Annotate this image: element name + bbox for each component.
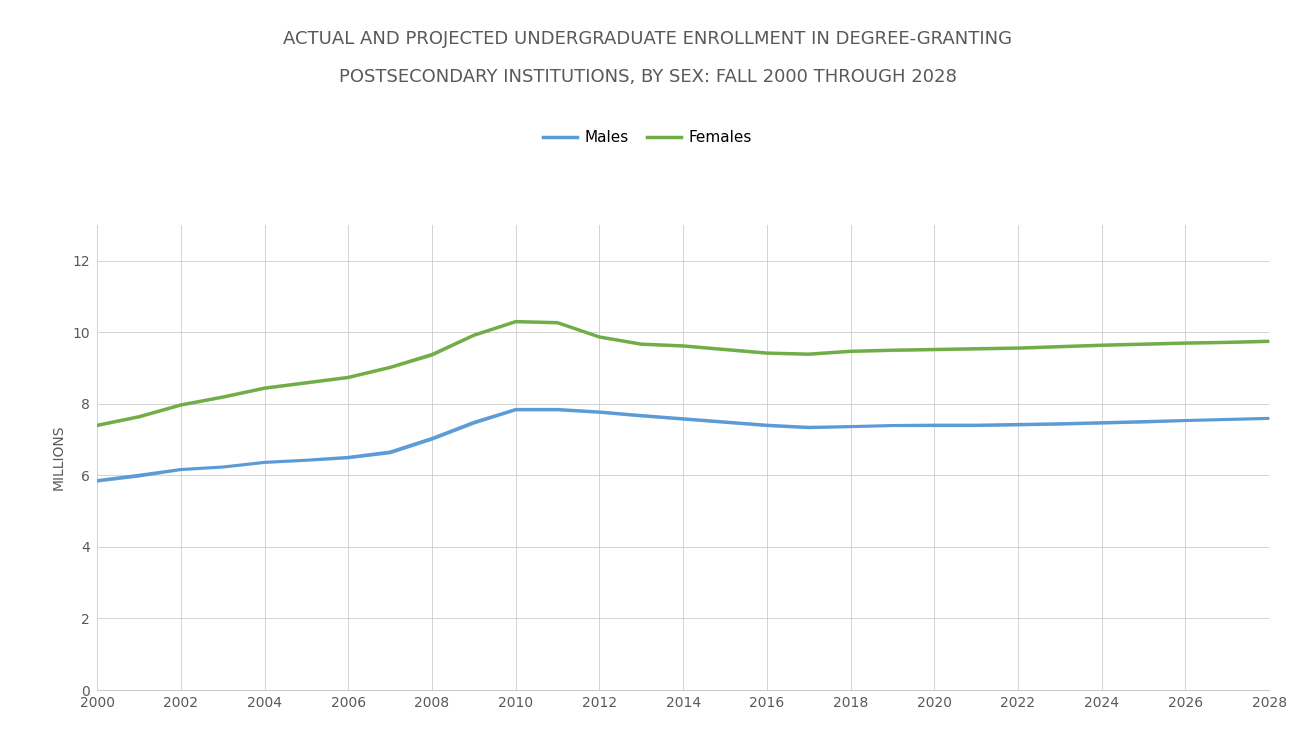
Legend: Males, Females: Males, Females [537, 124, 758, 151]
Text: POSTSECONDARY INSTITUTIONS, BY SEX: FALL 2000 THROUGH 2028: POSTSECONDARY INSTITUTIONS, BY SEX: FALL… [338, 68, 957, 86]
Y-axis label: MILLIONS: MILLIONS [52, 424, 66, 490]
Text: ACTUAL AND PROJECTED UNDERGRADUATE ENROLLMENT IN DEGREE-GRANTING: ACTUAL AND PROJECTED UNDERGRADUATE ENROL… [284, 30, 1011, 48]
